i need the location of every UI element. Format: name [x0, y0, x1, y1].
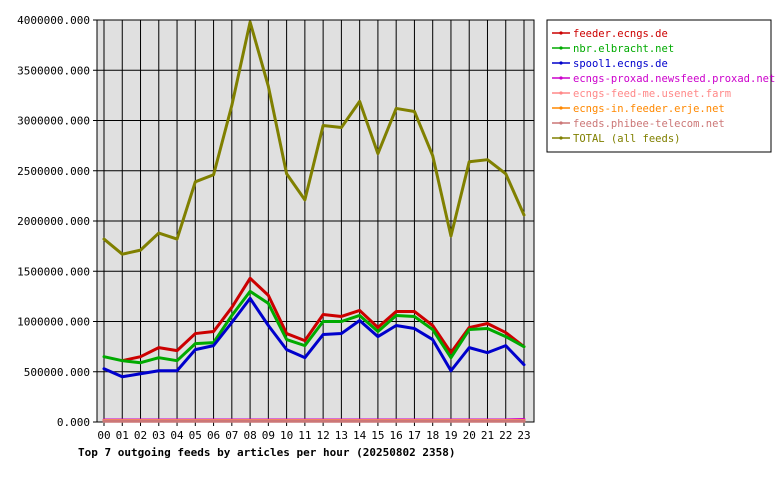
legend-entry: ecngs-feed-me.usenet.farm — [573, 88, 731, 100]
legend-marker — [559, 106, 563, 110]
x-tick-label: 21 — [481, 429, 494, 442]
x-tick-label: 16 — [390, 429, 403, 442]
legend-entry: feeder.ecngs.de — [573, 28, 668, 40]
x-tick-label: 07 — [225, 429, 238, 442]
x-tick-label: 00 — [97, 429, 110, 442]
x-tick-label: 04 — [170, 429, 184, 442]
legend: feeder.ecngs.de nbr.elbracht.net spool1.ec… — [546, 19, 775, 153]
legend-entry: spool1.ecngs.de — [573, 58, 668, 70]
legend-box — [546, 19, 772, 153]
x-tick-label: 20 — [463, 429, 476, 442]
series-line-1 — [102, 289, 526, 365]
grid-lines — [97, 20, 534, 422]
legend-entry: feeds.phibee-telecom.net — [573, 118, 725, 130]
x-tick-label: 02 — [134, 429, 147, 442]
x-tick-label: 01 — [116, 429, 129, 442]
series-line-7 — [102, 20, 526, 256]
y-tick-label: 2500000.000 — [17, 165, 90, 178]
y-tick-label: 500000.000 — [24, 366, 90, 379]
x-tick-label: 22 — [499, 429, 512, 442]
legend-marker — [559, 121, 563, 125]
chart-title: Top 7 outgoing feeds by articles per hou… — [78, 446, 456, 459]
x-tick-label: 17 — [408, 429, 421, 442]
x-tick-label: 15 — [371, 429, 384, 442]
y-tick-label: 1500000.000 — [17, 265, 90, 278]
series-line-2 — [102, 296, 526, 379]
legend-entry: ecngs-proxad.newsfeed.proxad.net — [573, 73, 775, 85]
legend-marker — [559, 91, 563, 95]
y-axis-ticks: 0.000 500000.000 1000000.000 1500000.000 200… — [17, 14, 97, 429]
x-axis-ticks: 00 01 02 03 04 05 06 07 08 09 10 11 12 13 14 15 16 17 18 19… — [97, 422, 531, 442]
x-tick-label: 10 — [280, 429, 293, 442]
x-tick-label: 12 — [317, 429, 330, 442]
legend-entry: nbr.elbracht.net — [573, 43, 674, 55]
y-tick-label: 3500000.000 — [17, 64, 90, 77]
x-tick-label: 06 — [207, 429, 220, 442]
x-tick-label: 11 — [298, 429, 311, 442]
y-tick-label: 1000000.000 — [17, 316, 90, 329]
x-tick-label: 14 — [353, 429, 367, 442]
y-tick-label: 0.000 — [57, 416, 90, 429]
x-tick-label: 09 — [262, 429, 275, 442]
legend-entry: ecngs-in.feeder.erje.net — [573, 103, 725, 115]
legend-marker — [559, 61, 563, 65]
x-tick-label: 18 — [426, 429, 439, 442]
legend-marker — [559, 136, 563, 140]
y-tick-label: 2000000.000 — [17, 215, 90, 228]
y-tick-label: 4000000.000 — [17, 14, 90, 27]
x-tick-label: 03 — [152, 429, 165, 442]
legend-entry: TOTAL (all feeds) — [573, 133, 680, 145]
series-line-0 — [120, 276, 526, 363]
legend-marker — [559, 31, 563, 35]
x-tick-label: 13 — [335, 429, 348, 442]
x-tick-label: 05 — [189, 429, 202, 442]
legend-marker — [559, 46, 563, 50]
legend-marker — [559, 76, 563, 80]
y-tick-label: 3000000.000 — [17, 115, 90, 128]
x-tick-label: 08 — [243, 429, 256, 442]
series-lines — [102, 20, 526, 423]
x-tick-label: 23 — [517, 429, 530, 442]
x-tick-label: 19 — [444, 429, 457, 442]
